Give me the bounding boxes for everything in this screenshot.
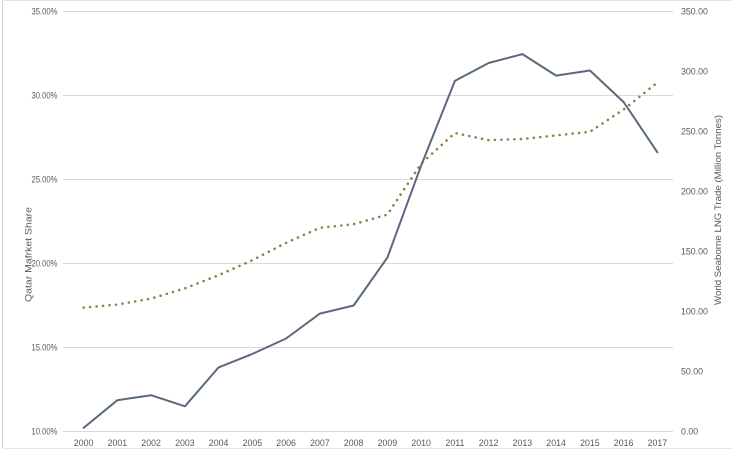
svg-text:2017: 2017 (648, 438, 668, 448)
svg-text:2008: 2008 (344, 438, 364, 448)
svg-text:350.00: 350.00 (681, 7, 708, 17)
svg-text:150.00: 150.00 (681, 247, 708, 257)
svg-text:50.00: 50.00 (681, 367, 703, 377)
svg-text:300.00: 300.00 (681, 67, 708, 77)
svg-text:Qatar Mafrket Share: Qatar Mafrket Share (24, 207, 34, 302)
svg-text:2000: 2000 (74, 438, 94, 448)
svg-text:2006: 2006 (276, 438, 296, 448)
svg-text:0.00: 0.00 (681, 427, 698, 437)
svg-text:35.00%: 35.00% (32, 7, 58, 17)
svg-text:2003: 2003 (175, 438, 195, 448)
svg-text:200.00: 200.00 (681, 187, 708, 197)
svg-text:20.00%: 20.00% (32, 259, 58, 269)
svg-text:2005: 2005 (243, 438, 263, 448)
svg-text:2011: 2011 (445, 438, 464, 448)
svg-text:2014: 2014 (546, 438, 566, 448)
svg-text:250.00: 250.00 (681, 127, 708, 137)
svg-text:100.00: 100.00 (681, 307, 708, 317)
svg-text:2010: 2010 (411, 438, 431, 448)
svg-text:15.00%: 15.00% (32, 343, 58, 353)
svg-text:2013: 2013 (513, 438, 533, 448)
svg-text:25.00%: 25.00% (32, 175, 58, 185)
svg-text:2012: 2012 (479, 438, 499, 448)
svg-text:2004: 2004 (209, 438, 229, 448)
svg-text:2007: 2007 (310, 438, 330, 448)
svg-text:World Seaborne LNG Trade (Mill: World Seaborne LNG Trade (Million Tonnes… (713, 115, 723, 305)
svg-text:2016: 2016 (614, 438, 634, 448)
svg-text:2009: 2009 (378, 438, 398, 448)
svg-text:2001: 2001 (108, 438, 128, 448)
svg-text:2002: 2002 (141, 438, 161, 448)
svg-text:2015: 2015 (580, 438, 600, 448)
svg-text:10.00%: 10.00% (32, 427, 58, 437)
svg-text:30.00%: 30.00% (32, 91, 58, 101)
